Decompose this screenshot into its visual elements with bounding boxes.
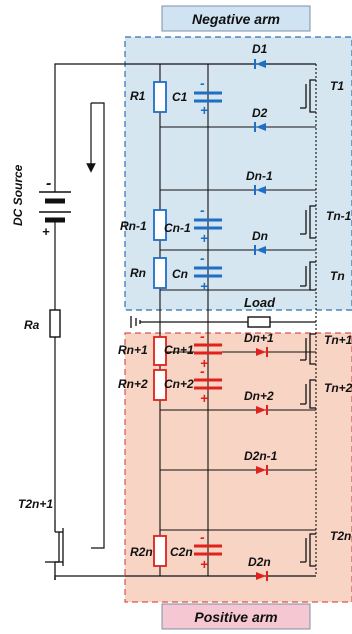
positive-components (153, 336, 222, 567)
negative-arm-label: Negative arm (192, 11, 280, 27)
svg-text:-: - (200, 202, 205, 218)
t2n-label: T2n (330, 529, 351, 543)
d2n-1-diode-icon (256, 466, 266, 474)
r2n-label: R2n (130, 545, 153, 559)
svg-text:-: - (200, 250, 205, 266)
svg-text:+: + (200, 230, 208, 246)
d2n-diode-icon (256, 572, 266, 580)
dn-1-diode-icon (256, 186, 266, 194)
r1-label: R1 (130, 89, 146, 103)
rn+2-label: Rn+2 (118, 377, 148, 391)
positive-diodes (256, 347, 268, 581)
dn+1-diode-icon (256, 348, 266, 356)
svg-text:+: + (200, 556, 208, 572)
d1-diode-icon (256, 60, 266, 68)
svg-text:-: - (200, 328, 205, 344)
load-resistor (247, 316, 271, 328)
component-labels: R1 Rn-1 Rn C1 Cn-1 Cn D1 D2 Dn-1 Dn T1 T… (118, 42, 352, 569)
d1-label: D1 (252, 42, 268, 56)
dn+1-label: Dn+1 (244, 331, 274, 345)
d2-label: D2 (252, 106, 268, 120)
positive-arm-label-box (161, 603, 311, 630)
dc-source-battery (39, 191, 71, 223)
ra-resistor (49, 309, 61, 338)
dn+2-label: Dn+2 (244, 389, 274, 403)
dn-1-label: Dn-1 (246, 169, 273, 183)
negative-arm-label-box (161, 5, 311, 32)
svg-text:-: - (200, 529, 205, 545)
rn-1-resistor (153, 209, 167, 241)
d2n-1-label: D2n-1 (244, 449, 278, 463)
rn+1-label: Rn+1 (118, 343, 148, 357)
c2n-label: C2n (170, 545, 193, 559)
svg-text:-: - (200, 75, 205, 91)
tn-1-label: Tn-1 (326, 209, 352, 223)
t1-switch-icon (300, 79, 316, 113)
svg-text:+: + (200, 355, 208, 371)
dn-label: Dn (252, 229, 268, 243)
r2n-resistor (153, 535, 167, 567)
t2n-switch-icon (300, 533, 316, 567)
svg-text:+: + (200, 390, 208, 406)
rn-1-label: Rn-1 (120, 219, 147, 233)
ground-symbol (130, 316, 316, 328)
rn-resistor (153, 257, 167, 289)
cn+2-label: Cn+2 (164, 377, 194, 391)
svg-text:+: + (200, 102, 208, 118)
rn-label: Rn (130, 266, 146, 280)
r1-resistor (153, 81, 167, 113)
cn-1-label: Cn-1 (164, 221, 191, 235)
tn+2-switch-icon (300, 379, 316, 409)
row-wires (160, 126, 316, 577)
tn+1-label: Tn+1 (324, 333, 352, 347)
svg-text:+: + (200, 278, 208, 294)
rn+2-resistor (153, 369, 167, 401)
tn-label: Tn (330, 269, 345, 283)
t2n1-label: T2n+1 (18, 497, 53, 511)
svg-text:-: - (200, 363, 205, 379)
negative-components (153, 81, 222, 289)
c1-label: C1 (172, 90, 188, 104)
d2n-label: D2n (248, 555, 271, 569)
cap-signs-negative: - + - + - + (200, 75, 208, 294)
tn+2-label: Tn+2 (324, 381, 352, 395)
tn-1-switch-icon (300, 205, 316, 239)
dn-diode-icon (256, 246, 266, 254)
rn+1-resistor (153, 336, 167, 366)
tn-switch-icon (300, 261, 316, 291)
dc-source-label: DC Source (11, 164, 25, 226)
cn-label: Cn (172, 267, 188, 281)
dn+2-diode-icon (256, 406, 266, 414)
dc-source-plus: + (42, 224, 50, 239)
dc-source-minus: - (46, 175, 51, 192)
right-switches (300, 79, 316, 567)
ra-label: Ra (24, 318, 40, 332)
tn+1-switch-icon (300, 333, 316, 365)
load-label: Load (244, 295, 276, 310)
t2n1-switch (45, 520, 64, 580)
d2-diode-icon (256, 123, 266, 131)
cn+1-label: Cn+1 (164, 343, 194, 357)
cap-signs-positive: - + - + - + (200, 328, 208, 572)
t1-label: T1 (330, 79, 344, 93)
negative-diodes (254, 59, 266, 255)
positive-arm-label: Positive arm (194, 609, 277, 625)
